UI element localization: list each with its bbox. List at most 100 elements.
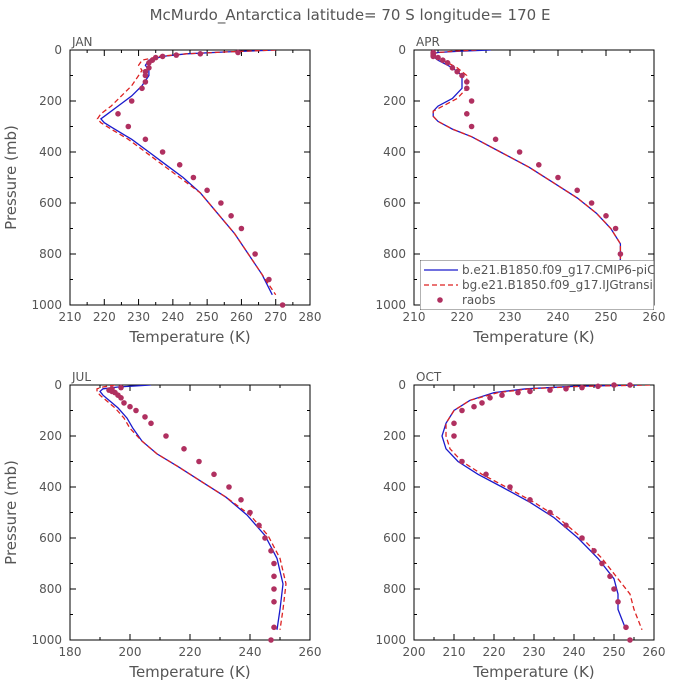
raobs-point xyxy=(459,458,465,465)
raobs-point xyxy=(615,599,621,605)
raobs-point xyxy=(507,484,513,490)
raobs-point xyxy=(527,497,533,503)
raobs-point xyxy=(148,420,154,427)
raobs-point xyxy=(121,400,127,406)
legend-marker-raobs xyxy=(437,297,443,303)
raobs-point xyxy=(607,573,613,580)
raobs-point xyxy=(118,384,124,391)
y-tick-label: 800 xyxy=(383,247,406,261)
raobs-point xyxy=(262,535,268,541)
raobs-point xyxy=(603,213,609,219)
raobs-point xyxy=(118,395,124,401)
raobs-point xyxy=(515,389,521,396)
raobs-point xyxy=(163,433,169,439)
x-tick-label: 180 xyxy=(59,645,82,659)
raobs-point xyxy=(146,65,152,71)
y-tick-label: 0 xyxy=(398,378,406,392)
raobs-point xyxy=(547,387,553,393)
figure-title: McMurdo_Antarctica latitude= 70 S longit… xyxy=(150,6,551,25)
raobs-point xyxy=(492,136,499,143)
raobs-point xyxy=(516,149,523,155)
plot-frame xyxy=(69,49,311,306)
raobs-point xyxy=(591,548,597,554)
raobs-point xyxy=(218,200,224,206)
legend-label: b.e21.B1850.f09_g17.CMIP6-piC xyxy=(462,263,655,277)
x-tick-label: 210 xyxy=(443,645,466,659)
raobs-point xyxy=(115,111,121,117)
y-tick-label: 400 xyxy=(39,480,62,494)
x-tick-label: 260 xyxy=(643,310,666,324)
model-line-transient xyxy=(96,385,287,630)
y-tick-label: 200 xyxy=(383,429,406,443)
raobs-point xyxy=(555,174,561,181)
x-tick-label: 220 xyxy=(483,645,506,659)
raobs-point xyxy=(142,414,148,420)
x-axis-label: Temperature (K) xyxy=(128,328,250,346)
raobs-point xyxy=(451,433,457,439)
raobs-point xyxy=(611,586,617,592)
raobs-point xyxy=(197,51,204,57)
raobs-point xyxy=(563,386,569,392)
raobs-point xyxy=(268,548,274,554)
y-tick-label: 600 xyxy=(383,196,406,210)
y-tick-label: 1000 xyxy=(375,298,406,312)
raobs-point xyxy=(128,98,135,104)
y-tick-label: 200 xyxy=(383,94,406,108)
panel-label-jan: JAN xyxy=(71,35,93,49)
raobs-point xyxy=(271,624,277,631)
raobs-point xyxy=(146,60,152,66)
model-line-piControl xyxy=(99,50,276,296)
legend-box xyxy=(420,260,654,310)
raobs-point xyxy=(133,407,139,414)
raobs-point xyxy=(527,388,533,395)
raobs-point xyxy=(454,68,461,75)
model-line-transient xyxy=(432,50,622,290)
raobs-point xyxy=(627,382,633,388)
x-tick-label: 250 xyxy=(595,310,618,324)
y-axis-label: Pressure (mb) xyxy=(2,460,20,565)
x-tick-label: 210 xyxy=(59,310,82,324)
y-tick-label: 400 xyxy=(383,480,406,494)
y-tick-label: 400 xyxy=(39,145,62,159)
panel-label-apr: APR xyxy=(416,35,440,49)
raobs-point xyxy=(430,53,437,60)
model-line-piControl xyxy=(432,50,622,290)
raobs-point xyxy=(235,49,241,56)
x-tick-label: 240 xyxy=(547,310,570,324)
raobs-point xyxy=(211,471,217,478)
raobs-point xyxy=(226,484,232,490)
raobs-point xyxy=(247,509,253,516)
legend-label: raobs xyxy=(462,293,496,307)
model-line-piControl xyxy=(441,385,643,631)
y-tick-label: 0 xyxy=(54,43,62,57)
x-tick-label: 230 xyxy=(523,645,546,659)
raobs-point xyxy=(579,535,585,541)
legend-label: bg.e21.B1850.f09_g17.IJGtransie xyxy=(462,278,660,292)
x-tick-label: 240 xyxy=(161,310,184,324)
raobs-point xyxy=(159,53,166,60)
raobs-point xyxy=(268,637,274,643)
raobs-point xyxy=(266,276,272,283)
x-tick-label: 280 xyxy=(299,310,322,324)
y-tick-label: 800 xyxy=(383,582,406,596)
x-tick-label: 200 xyxy=(403,645,426,659)
x-axis-label: Temperature (K) xyxy=(472,663,594,681)
raobs-point xyxy=(173,52,180,58)
x-tick-label: 210 xyxy=(403,310,426,324)
raobs-point xyxy=(142,72,149,79)
x-axis-label: Temperature (K) xyxy=(128,663,250,681)
raobs-point xyxy=(459,72,465,79)
x-axis-label: Temperature (K) xyxy=(472,328,594,346)
raobs-point xyxy=(271,599,277,605)
raobs-point xyxy=(471,403,477,410)
raobs-point xyxy=(279,302,286,308)
raobs-point xyxy=(196,458,202,465)
raobs-point xyxy=(139,85,145,92)
x-tick-label: 250 xyxy=(603,645,626,659)
y-axis-label: Pressure (mb) xyxy=(2,125,20,230)
y-tick-label: 1000 xyxy=(375,633,406,647)
y-tick-label: 200 xyxy=(39,429,62,443)
